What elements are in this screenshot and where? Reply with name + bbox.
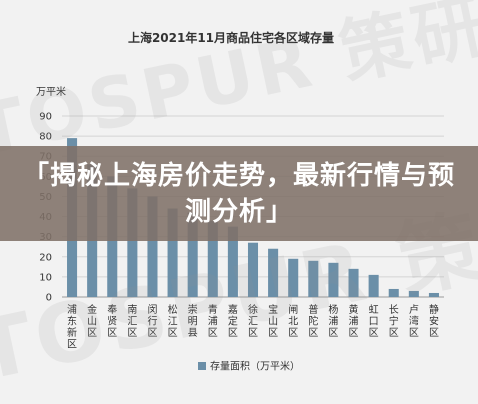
x-tick-label: 松江区 [168, 303, 178, 339]
x-tick-label: 宝山区 [268, 303, 278, 339]
headline-banner: 「揭秘上海房价走势，最新行情与预测分析」 [0, 146, 478, 241]
x-tick-label: 卢湾区 [409, 303, 419, 339]
bar-5 [147, 196, 158, 297]
bar-7 [187, 212, 198, 297]
x-tick-label: 奉贤区 [107, 303, 117, 339]
x-tick-label: 静安区 [429, 303, 439, 339]
x-tick-label: 黄浦区 [349, 303, 359, 339]
x-tick-label: 普陀区 [308, 303, 318, 339]
bar-4 [127, 188, 138, 297]
x-tick-label: 闵行区 [147, 303, 157, 339]
x-tick-label: 金山区 [87, 303, 97, 339]
x-tick-label: 杨浦区 [328, 303, 338, 339]
bar-18 [408, 290, 419, 297]
bar-9 [227, 226, 238, 297]
bar-13 [308, 260, 319, 297]
bar-12 [288, 258, 299, 297]
legend-label: 存量面积（万平米） [210, 360, 300, 373]
y-tick-label: 0 [46, 293, 52, 304]
bar-10 [247, 242, 259, 297]
x-tick-label: 南汇区 [127, 303, 137, 339]
bar-16 [368, 274, 379, 297]
chart-title: 上海2021年11月商品住宅各区域存量 [128, 30, 334, 45]
y-axis-unit-label: 万平米 [36, 85, 66, 98]
headline-text: 「揭秘上海房价走势，最新行情与预测分析」 [22, 160, 455, 227]
legend-swatch [198, 362, 206, 370]
x-tick-label: 崇明县 [188, 304, 198, 339]
bar-11 [268, 248, 279, 297]
bar-14 [328, 262, 339, 297]
y-tick-label: 90 [39, 112, 52, 123]
legend: 存量面积（万平米） [198, 360, 300, 373]
x-tick-label: 长宁区 [389, 304, 399, 339]
x-tick-label: 青浦区 [208, 303, 218, 339]
y-tick-label: 10 [39, 272, 52, 283]
bar-6 [167, 208, 178, 297]
bar-19 [428, 292, 439, 297]
bar-15 [348, 268, 359, 297]
x-tick-label: 浦东新区 [67, 303, 77, 351]
bar-17 [388, 288, 399, 297]
y-tick-label: 80 [39, 132, 52, 143]
bar-8 [207, 220, 218, 297]
x-tick-label: 虹口区 [369, 304, 379, 339]
x-tick-label: 嘉定区 [228, 303, 238, 339]
y-tick-label: 20 [39, 252, 52, 263]
x-tick-label: 徐汇区 [248, 303, 258, 339]
x-tick-label: 闸北区 [288, 303, 298, 339]
